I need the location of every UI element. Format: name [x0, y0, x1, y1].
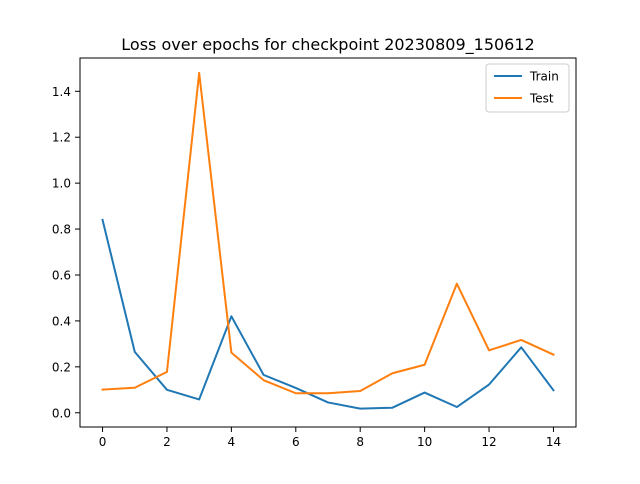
x-tick-label: 4: [228, 435, 236, 449]
chart-title: Loss over epochs for checkpoint 20230809…: [121, 35, 534, 55]
x-tick-label: 8: [356, 435, 364, 449]
series-line-test: [101, 71, 555, 395]
y-tick-label: 1.0: [52, 177, 71, 191]
x-tick-label: 14: [546, 435, 561, 449]
x-tick-label: 2: [163, 435, 171, 449]
legend-label-test: Test: [529, 92, 554, 106]
y-tick-label: 0.2: [52, 360, 71, 374]
legend-label-train: Train: [529, 70, 559, 84]
y-tick-label: 0.8: [52, 223, 71, 237]
x-tick-label: 10: [417, 435, 432, 449]
x-tick-label: 12: [481, 435, 496, 449]
x-tick-label: 0: [99, 435, 107, 449]
plot-area: 0 2 4 6 8 10 12 14 0.0 0.2 0.4 0.6 0.8 1.0 1.2 1.4 Train…: [52, 57, 577, 449]
y-tick-label: 1.2: [52, 131, 71, 145]
series-line-train: [101, 218, 555, 410]
y-tick-label: 0.6: [52, 268, 71, 282]
y-tick-label: 1.4: [52, 85, 71, 99]
axes-frame: [79, 57, 577, 428]
y-tick-label: 0.0: [52, 406, 71, 420]
y-tick-label: 0.4: [52, 314, 71, 328]
x-tick-label: 6: [292, 435, 300, 449]
